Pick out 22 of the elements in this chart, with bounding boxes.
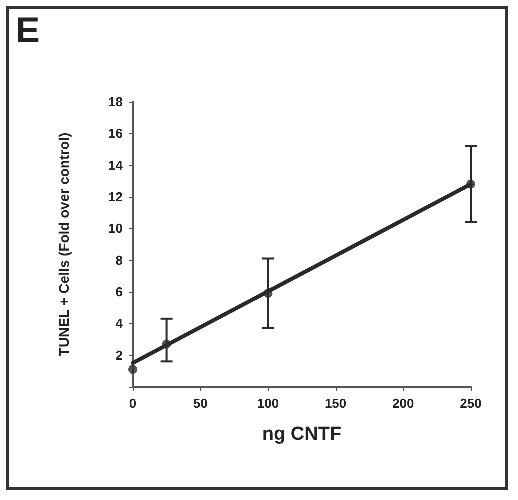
y-tick-label: 18: [108, 94, 123, 110]
x-tick-label: 250: [460, 396, 482, 411]
y-tick-label: 10: [108, 221, 123, 236]
y-tick-label: 8: [116, 252, 123, 268]
x-tick-label: 50: [193, 396, 208, 411]
point: [466, 180, 476, 189]
y-tick-label: 6: [116, 284, 123, 300]
y-tick-label: 2: [116, 348, 123, 363]
x-axis-title: ng CNTF: [262, 424, 342, 445]
point: [264, 289, 273, 298]
y-tick-label: 4: [116, 316, 124, 332]
text: E: [16, 10, 40, 50]
point: [162, 340, 172, 349]
x-tick-label: 0: [129, 396, 137, 411]
y-tick-label: 12: [108, 190, 123, 204]
x-tick-label: 200: [392, 396, 414, 411]
x-tick-label: 100: [257, 396, 280, 411]
point: [128, 365, 138, 374]
y-tick-label: 14: [108, 158, 124, 173]
x-tick-label: 150: [324, 396, 347, 411]
y-tick-label: 16: [108, 126, 123, 142]
y-axis-title: TUNEL + Cells (Fold over control): [56, 132, 72, 356]
